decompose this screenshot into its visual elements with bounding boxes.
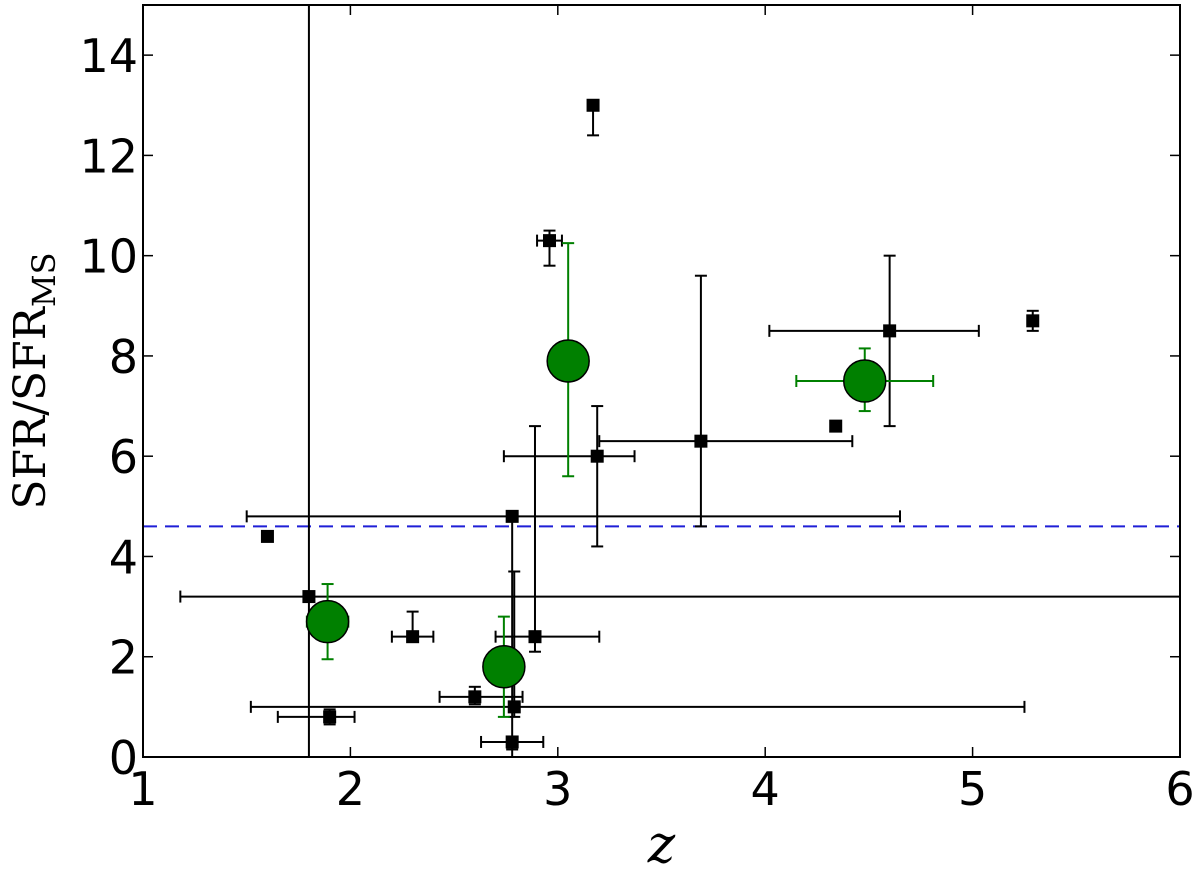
x-tick-label: 4 bbox=[751, 762, 780, 816]
circle-point-2 bbox=[546, 242, 590, 478]
circle-marker bbox=[482, 645, 526, 689]
square-point-2 bbox=[276, 708, 356, 726]
y-tick-label: 14 bbox=[79, 29, 138, 83]
square-point-1 bbox=[179, 5, 1180, 757]
square-marker bbox=[586, 98, 600, 112]
square-marker bbox=[543, 234, 557, 248]
square-point-0 bbox=[260, 529, 274, 543]
circle-point-1 bbox=[482, 615, 526, 718]
square-marker bbox=[507, 700, 521, 714]
circle-marker bbox=[843, 359, 887, 403]
series-square bbox=[179, 5, 1180, 757]
plot-area bbox=[143, 5, 1180, 757]
circle-point-3 bbox=[795, 347, 935, 413]
y-axis-label-main: SFR/SFR bbox=[5, 305, 56, 509]
y-axis-label: SFR/SFRMS bbox=[5, 252, 63, 509]
square-point-10 bbox=[586, 98, 600, 137]
x-tick-label: 5 bbox=[958, 762, 987, 816]
square-point-14 bbox=[768, 254, 980, 428]
square-marker bbox=[505, 509, 519, 523]
square-point-6 bbox=[480, 735, 545, 751]
square-marker bbox=[883, 324, 897, 338]
square-marker bbox=[302, 590, 316, 604]
square-point-7 bbox=[249, 570, 1026, 718]
circle-point-0 bbox=[305, 583, 350, 661]
square-marker bbox=[323, 710, 337, 724]
x-tick-label: 2 bbox=[336, 762, 365, 816]
series-circle bbox=[305, 242, 935, 718]
square-marker bbox=[528, 630, 542, 644]
y-tick-label: 4 bbox=[109, 530, 138, 584]
x-tick-label: 6 bbox=[1165, 762, 1194, 816]
circle-marker bbox=[546, 339, 590, 383]
square-point-3 bbox=[390, 610, 435, 644]
x-tick-label: 3 bbox=[543, 762, 572, 816]
x-axis-label: z bbox=[647, 815, 676, 870]
square-marker bbox=[1026, 314, 1040, 328]
y-tick-label: 10 bbox=[79, 230, 138, 284]
square-point-12 bbox=[598, 274, 854, 528]
plot-marks bbox=[143, 5, 1180, 757]
square-point-15 bbox=[1026, 309, 1040, 332]
plot-frame bbox=[142, 4, 1181, 758]
y-tick-label: 8 bbox=[109, 330, 138, 384]
square-point-13 bbox=[829, 419, 843, 433]
square-marker bbox=[505, 735, 519, 749]
square-point-11 bbox=[502, 405, 636, 548]
square-marker bbox=[694, 434, 708, 448]
square-point-9 bbox=[536, 229, 563, 267]
y-axis-label-subscript: MS bbox=[25, 252, 63, 307]
y-tick-label: 0 bbox=[109, 731, 138, 785]
square-marker bbox=[829, 419, 843, 433]
square-marker bbox=[260, 529, 274, 543]
square-marker bbox=[468, 690, 482, 704]
x-tick-label: 1 bbox=[128, 762, 157, 816]
square-point-8 bbox=[494, 425, 601, 653]
square-point-4 bbox=[438, 685, 524, 706]
y-tick-label: 2 bbox=[109, 631, 138, 685]
y-tick-label: 6 bbox=[109, 430, 138, 484]
y-tick-label: 12 bbox=[79, 129, 138, 183]
square-marker bbox=[590, 449, 604, 463]
circle-marker bbox=[305, 599, 350, 644]
square-marker bbox=[406, 630, 420, 644]
